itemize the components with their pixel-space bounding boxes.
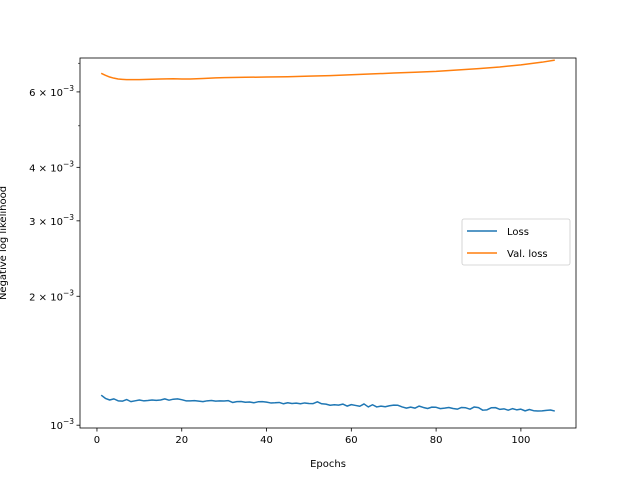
y-axis-label: Negative log likelihood <box>0 186 9 300</box>
x-tick-label: 20 <box>175 435 188 446</box>
x-axis: 0 20 40 60 80 100 <box>94 428 530 446</box>
legend: Loss Val. loss <box>461 218 571 266</box>
y-axis: 10−3 2 × 10−3 3 × 10−3 4 × 10−3 6 × 10−3 <box>29 62 80 432</box>
plot-frame <box>79 57 577 429</box>
legend-label-loss: Loss <box>507 227 529 238</box>
series-line-val-loss <box>100 59 555 81</box>
y-tick-label: 6 × 10−3 <box>29 84 74 99</box>
x-tick-label: 0 <box>94 435 100 446</box>
y-tick-label: 10−3 <box>50 417 74 432</box>
legend-label-val-loss: Val. loss <box>507 249 548 260</box>
x-tick-label: 40 <box>260 435 273 446</box>
series-line-loss <box>100 394 555 412</box>
x-axis-label: Epochs <box>310 459 346 470</box>
y-tick-label: 3 × 10−3 <box>29 213 74 228</box>
y-tick-label: 4 × 10−3 <box>29 159 74 174</box>
series-layer <box>100 59 555 412</box>
y-tick-label: 2 × 10−3 <box>29 288 74 303</box>
x-tick-label: 60 <box>345 435 358 446</box>
x-tick-label: 80 <box>430 435 443 446</box>
x-tick-label: 100 <box>511 435 530 446</box>
